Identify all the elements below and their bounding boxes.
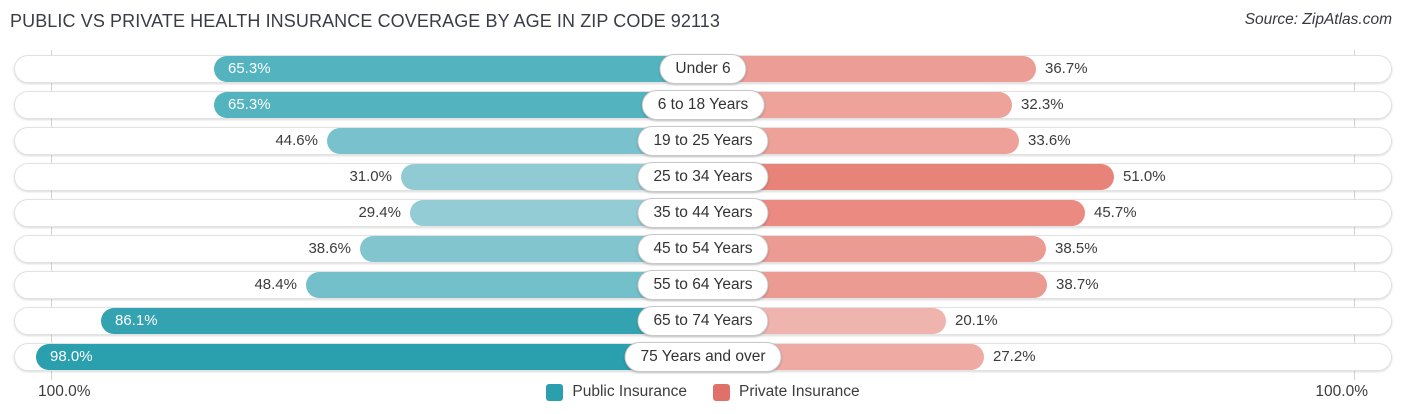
legend-item-public: Public Insurance xyxy=(546,383,687,401)
chart-title: PUBLIC VS PRIVATE HEALTH INSURANCE COVER… xyxy=(10,11,721,31)
public-value-label: 44.6% xyxy=(275,132,318,149)
private-value-label: 27.2% xyxy=(993,348,1036,365)
private-bar xyxy=(703,56,1036,82)
public-bar xyxy=(214,56,703,82)
category-label: 6 to 18 Years xyxy=(641,90,765,120)
category-label: 75 Years and over xyxy=(624,342,782,372)
private-value-label: 36.7% xyxy=(1045,60,1088,77)
public-value-label: 29.4% xyxy=(358,204,401,221)
chart-row: 86.1% 20.1% 65 to 74 Years xyxy=(14,306,1392,336)
chart-row: 65.3% 36.7% Under 6 xyxy=(14,54,1392,84)
chart-row: 31.0% 51.0% 25 to 34 Years xyxy=(14,162,1392,192)
public-bar xyxy=(306,272,703,298)
legend-item-private: Private Insurance xyxy=(712,383,860,401)
diverging-bar-chart: 65.3% 36.7% Under 6 65.3% 32.3% 6 to 18 Years… xyxy=(14,50,1392,380)
private-value-label: 38.7% xyxy=(1056,276,1099,293)
chart-row: 48.4% 38.7% 55 to 64 Years xyxy=(14,270,1392,300)
public-value-label: 38.6% xyxy=(308,240,351,257)
private-insurance-swatch xyxy=(712,383,730,401)
public-insurance-swatch xyxy=(546,383,564,401)
public-value-label: 65.3% xyxy=(228,60,271,77)
legend-label-private: Private Insurance xyxy=(738,383,860,400)
chart-row: 65.3% 32.3% 6 to 18 Years xyxy=(14,90,1392,120)
category-label: 65 to 74 Years xyxy=(637,306,769,336)
public-value-label: 98.0% xyxy=(50,348,93,365)
private-value-label: 45.7% xyxy=(1094,204,1137,221)
public-bar xyxy=(101,308,703,334)
private-value-label: 51.0% xyxy=(1123,168,1166,185)
public-value-label: 86.1% xyxy=(115,312,158,329)
category-label: 35 to 44 Years xyxy=(637,198,769,228)
x-axis-right-max-label: 100.0% xyxy=(1315,383,1368,400)
category-label: 19 to 25 Years xyxy=(637,126,769,156)
category-label: Under 6 xyxy=(659,54,747,84)
private-value-label: 38.5% xyxy=(1055,240,1098,257)
public-bar xyxy=(214,92,703,118)
category-label: 55 to 64 Years xyxy=(637,270,769,300)
public-value-label: 31.0% xyxy=(349,168,392,185)
chart-row: 44.6% 33.6% 19 to 25 Years xyxy=(14,126,1392,156)
private-bar xyxy=(703,164,1114,190)
chart-footer: 100.0% Public Insurance Private Insuranc… xyxy=(0,381,1406,403)
chart-header: PUBLIC VS PRIVATE HEALTH INSURANCE COVER… xyxy=(0,0,1406,34)
legend-label-public: Public Insurance xyxy=(572,383,687,400)
chart-rows: 65.3% 36.7% Under 6 65.3% 32.3% 6 to 18 Years… xyxy=(14,54,1392,372)
source-credit: Source: ZipAtlas.com xyxy=(1244,11,1392,28)
chart-row: 29.4% 45.7% 35 to 44 Years xyxy=(14,198,1392,228)
x-axis-left-max-label: 100.0% xyxy=(38,383,91,400)
chart-row: 98.0% 27.2% 75 Years and over xyxy=(14,342,1392,372)
legend: Public Insurance Private Insurance xyxy=(546,383,860,401)
category-label: 25 to 34 Years xyxy=(637,162,769,192)
public-value-label: 65.3% xyxy=(228,96,271,113)
chart-row: 38.6% 38.5% 45 to 54 Years xyxy=(14,234,1392,264)
public-bar xyxy=(36,344,703,370)
private-value-label: 20.1% xyxy=(955,312,998,329)
public-value-label: 48.4% xyxy=(254,276,297,293)
private-value-label: 32.3% xyxy=(1021,96,1064,113)
private-value-label: 33.6% xyxy=(1028,132,1071,149)
category-label: 45 to 54 Years xyxy=(637,234,769,264)
